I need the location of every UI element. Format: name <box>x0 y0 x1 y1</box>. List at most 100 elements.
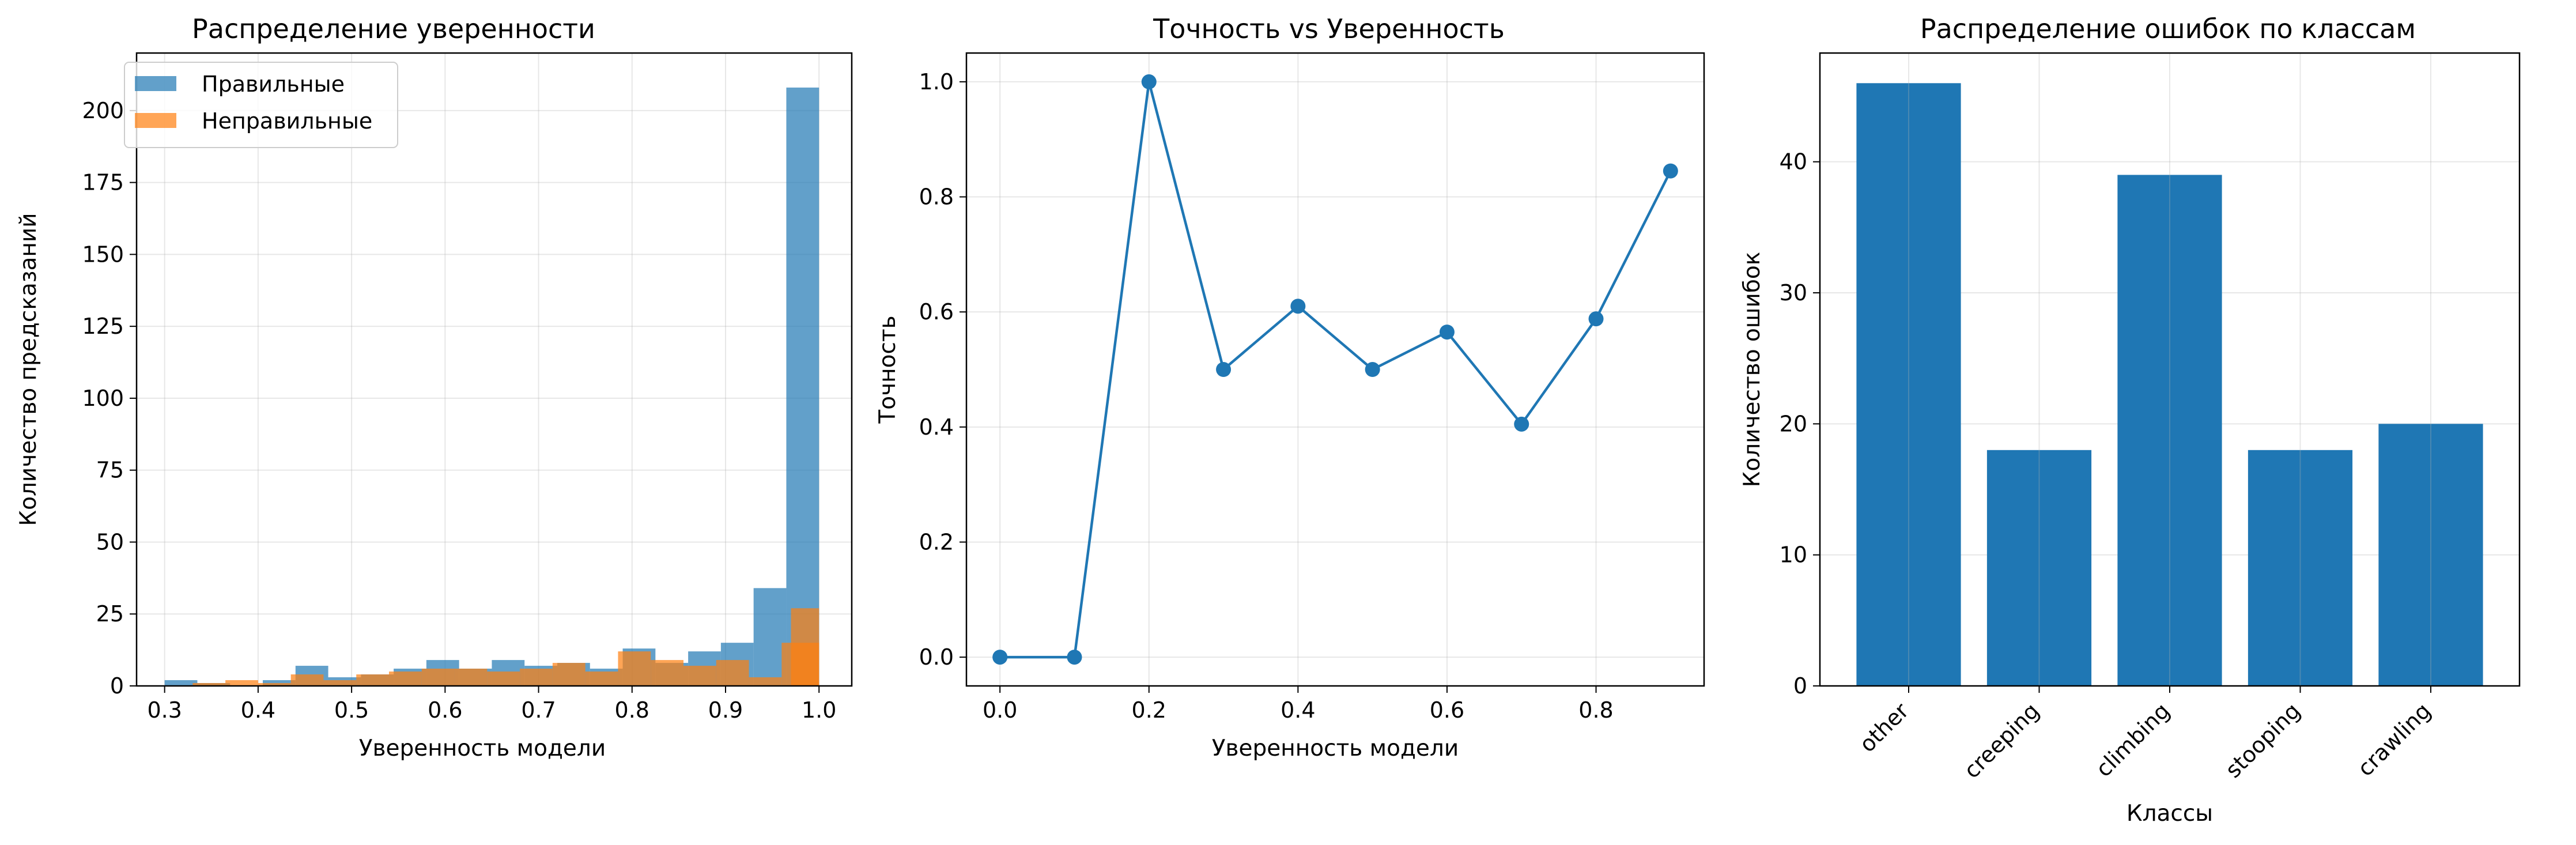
accuracy-x-tick-label: 0.6 <box>1430 697 1464 723</box>
histogram-x-tick-label: 1.0 <box>802 697 836 723</box>
accuracy-x-tick-label: 0.4 <box>1281 697 1315 723</box>
accuracy-x-tick-label: 0.2 <box>1132 697 1166 723</box>
legend-label-correct: Правильные <box>202 71 345 97</box>
legend-swatch-incorrect <box>135 113 176 128</box>
accuracy-point <box>1365 362 1380 377</box>
histogram-x-tick-label: 0.3 <box>147 697 182 723</box>
errors-bar-stooping <box>2248 450 2353 686</box>
histogram-x-tick-label: 0.9 <box>708 697 743 723</box>
histogram-bar-incorrect <box>651 660 683 686</box>
histogram-bar-incorrect <box>192 683 226 686</box>
accuracy-y-tick-label: 0.4 <box>919 414 954 440</box>
accuracy-line-panel: Точность vs Уверенность 0.0 0.2 0.4 0.6 0.8 … <box>875 13 1705 761</box>
errors-title: Распределение ошибок по классам <box>1920 13 2416 44</box>
histogram-bar-incorrect <box>356 674 389 686</box>
histogram-bar-correct <box>753 588 787 686</box>
errors-by-class-panel: Распределение ошибок по классам other cre… <box>1739 13 2521 827</box>
histogram-y-tick-label: 0 <box>110 673 124 699</box>
accuracy-point <box>1588 311 1604 327</box>
accuracy-axes-frame <box>965 52 1705 687</box>
histogram-bar-incorrect <box>618 651 651 686</box>
errors-x-tick-label: other <box>1854 698 1914 757</box>
histogram-x-tick-label: 0.4 <box>241 697 275 723</box>
errors-x-tick-label: climbing <box>2091 698 2175 782</box>
histogram-bar-incorrect <box>225 680 258 686</box>
histogram-bar-incorrect <box>258 683 291 686</box>
histogram-y-axis-label: Количество предсказаний <box>16 213 41 526</box>
histogram-bar-incorrect <box>487 672 520 686</box>
errors-y-tick-label: 40 <box>1780 149 1807 175</box>
histogram-y-tick-label: 100 <box>82 386 124 411</box>
accuracy-x-tick-label: 0.8 <box>1578 697 1613 723</box>
accuracy-y-tick-label: 0.2 <box>919 529 954 554</box>
histogram-y-tick-label: 150 <box>82 242 124 267</box>
accuracy-point <box>1663 163 1678 179</box>
histogram-x-ticks: 0.3 0.4 0.5 0.6 0.7 0.8 0.9 1.0 <box>147 686 836 723</box>
histogram-bar-correct <box>164 680 198 686</box>
histogram-y-tick-label: 75 <box>96 458 124 483</box>
histogram-y-tick-label: 25 <box>96 601 124 627</box>
accuracy-y-tick-label: 0.6 <box>919 299 954 325</box>
accuracy-line <box>1000 81 1672 659</box>
histogram-bar-incorrect <box>585 672 618 686</box>
errors-x-tick-label: crawling <box>2352 698 2435 781</box>
confidence-histogram-panel: Распределение уверенности 0.3 0.4 0.5 0.6 0.… <box>16 13 853 761</box>
accuracy-title: Точность vs Уверенность <box>1153 13 1505 44</box>
histogram-bar-incorrect <box>520 669 553 686</box>
accuracy-point <box>992 650 1008 665</box>
histogram-x-axis-label: Уверенность модели <box>359 735 606 761</box>
errors-bar-other <box>1856 83 1961 686</box>
errors-y-tick-label: 20 <box>1780 411 1807 436</box>
histogram-bar-incorrect <box>683 666 716 686</box>
histogram-x-tick-label: 0.5 <box>334 697 369 723</box>
histogram-grid <box>137 53 852 686</box>
accuracy-y-tick-label: 0.8 <box>919 184 954 210</box>
accuracy-grid <box>966 53 1704 686</box>
histogram-y-tick-label: 200 <box>82 98 124 123</box>
accuracy-point <box>1067 650 1082 665</box>
histogram-bar-incorrect <box>454 669 488 686</box>
histogram-axes-frame <box>135 52 853 687</box>
histogram-y-tick-label: 125 <box>82 314 124 339</box>
histogram-bar-incorrect <box>791 608 819 686</box>
accuracy-x-tick-label: 0.0 <box>983 697 1017 723</box>
legend-swatch-correct <box>135 76 176 91</box>
histogram-bar-correct <box>786 87 819 686</box>
legend-frame <box>124 62 398 148</box>
accuracy-y-ticks: 0.0 0.2 0.4 0.6 0.8 1.0 <box>919 69 966 670</box>
histogram-legend: Правильные Неправильные <box>124 62 398 148</box>
errors-y-tick-label: 10 <box>1780 542 1807 568</box>
legend-label-incorrect: Неправильные <box>202 108 372 134</box>
errors-x-axis-label: Классы <box>2126 801 2213 827</box>
histogram-x-tick-label: 0.8 <box>615 697 649 723</box>
accuracy-y-axis-label: Точность <box>875 315 901 424</box>
accuracy-point <box>1141 74 1157 89</box>
accuracy-point <box>1439 325 1455 340</box>
histogram-x-tick-label: 0.6 <box>428 697 462 723</box>
errors-bar-climbing <box>2117 175 2222 686</box>
histogram-bar-incorrect <box>716 660 749 686</box>
errors-y-axis-label: Количество ошибок <box>1739 252 1765 488</box>
errors-bar-creeping <box>1986 450 2092 686</box>
errors-bars <box>1856 53 2483 686</box>
accuracy-y-tick-label: 0.0 <box>919 644 954 670</box>
errors-x-tick-label: creeping <box>1959 698 2044 783</box>
histogram-bars <box>164 87 819 686</box>
accuracy-series <box>992 74 1678 665</box>
histogram-bar-incorrect <box>749 677 782 686</box>
accuracy-point <box>1514 416 1529 432</box>
histogram-y-tick-label: 50 <box>96 529 124 554</box>
errors-y-tick-label: 0 <box>1793 673 1807 699</box>
errors-y-tick-label: 30 <box>1780 280 1807 305</box>
errors-x-tick-label: stooping <box>2220 698 2305 783</box>
histogram-title: Распределение уверенности <box>192 13 595 44</box>
errors-bar-crawling <box>2378 424 2483 686</box>
histogram-bar-incorrect <box>552 663 586 686</box>
accuracy-x-ticks: 0.0 0.2 0.4 0.6 0.8 <box>983 686 1614 723</box>
histogram-bar-incorrect <box>421 669 455 686</box>
accuracy-point <box>1290 299 1306 314</box>
errors-x-ticks: other creeping climbing stooping crawling <box>1854 686 2436 783</box>
histogram-y-ticks: 0 25 50 75 100 125 150 175 200 <box>82 98 137 699</box>
accuracy-point <box>1216 362 1232 377</box>
